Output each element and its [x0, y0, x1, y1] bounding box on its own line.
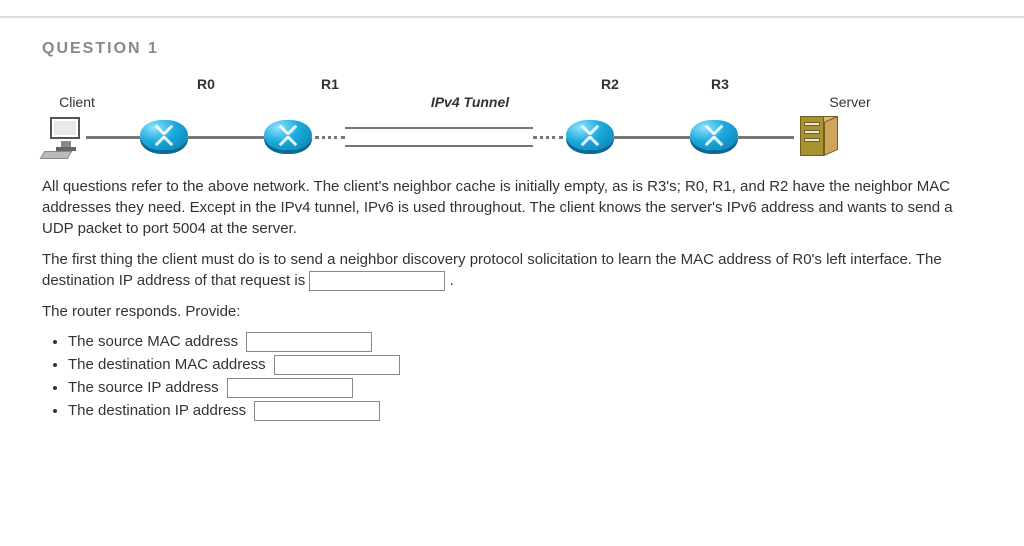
label-r0: R0 — [176, 76, 236, 110]
source-mac-input[interactable] — [246, 332, 372, 352]
label-tunnel: IPv4 Tunnel — [370, 94, 570, 110]
router-r2-icon — [566, 120, 614, 154]
list-item: The source IP address — [68, 378, 982, 398]
bullet-label-dest-mac: The destination MAC address — [68, 356, 266, 373]
label-r3: R3 — [690, 76, 750, 110]
dest-mac-input[interactable] — [274, 355, 400, 375]
bullet-label-dest-ip: The destination IP address — [68, 402, 246, 419]
prompt-text-post: . — [450, 272, 454, 289]
bullet-label-source-ip: The source IP address — [68, 379, 219, 396]
label-r2: R2 — [580, 76, 640, 110]
dest-ip-request-input[interactable] — [309, 271, 445, 291]
wire-segment — [86, 136, 140, 139]
list-item: The destination IP address — [68, 401, 982, 421]
label-server: Server — [810, 94, 890, 110]
diagram-labels-row: Client R0 R1 IPv4 Tunnel R2 R3 Server — [42, 76, 982, 110]
bullet-label-source-mac: The source MAC address — [68, 333, 238, 350]
tunnel-segment — [312, 127, 566, 147]
prompt-text-pre: The first thing the client must do is to… — [42, 251, 942, 289]
list-item: The source MAC address — [68, 332, 982, 352]
response-bullets: The source MAC address The destination M… — [68, 332, 982, 421]
router-r3-icon — [690, 120, 738, 154]
client-computer-icon — [42, 117, 86, 157]
label-r1: R1 — [300, 76, 360, 110]
prompt-paragraph: The first thing the client must do is to… — [42, 249, 982, 291]
diagram-row — [42, 116, 982, 158]
dest-ip-input[interactable] — [254, 401, 380, 421]
source-ip-input[interactable] — [227, 378, 353, 398]
list-item: The destination MAC address — [68, 355, 982, 375]
question-heading: QUESTION 1 — [42, 40, 982, 58]
router-r1-icon — [264, 120, 312, 154]
responds-paragraph: The router responds. Provide: — [42, 301, 982, 322]
label-client: Client — [42, 94, 112, 110]
wire-segment — [188, 136, 264, 139]
question-block: QUESTION 1 Client R0 R1 IPv4 Tunnel R2 R… — [0, 18, 1024, 451]
wire-segment — [614, 136, 690, 139]
intro-paragraph: All questions refer to the above network… — [42, 176, 982, 239]
wire-segment — [738, 136, 794, 139]
router-r0-icon — [140, 120, 188, 154]
server-tower-icon — [794, 116, 842, 158]
